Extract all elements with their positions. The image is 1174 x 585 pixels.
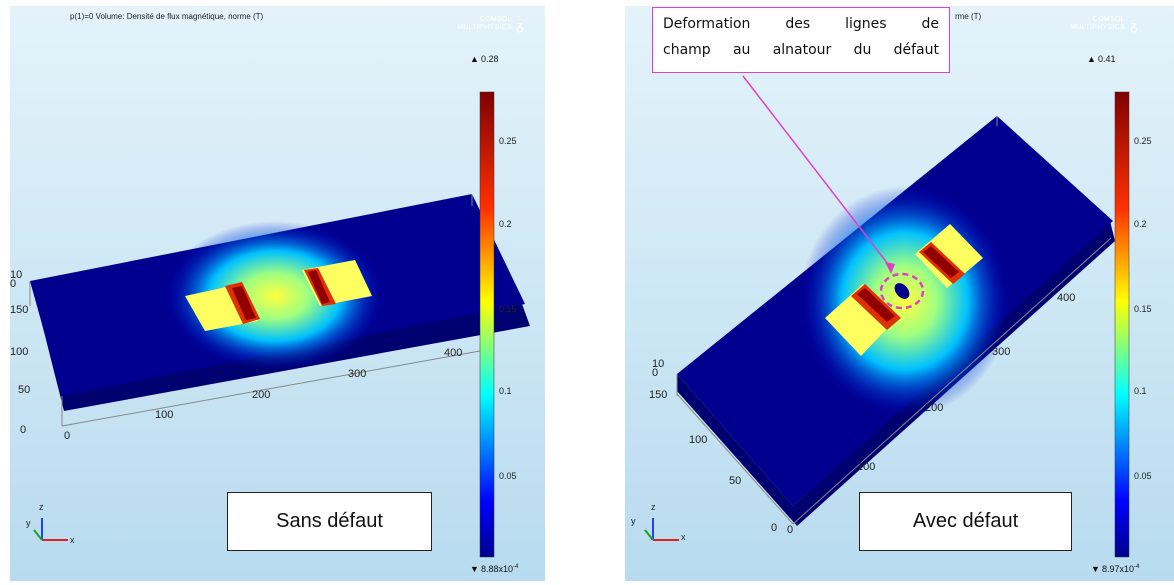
callout-arrow-head bbox=[885, 262, 895, 274]
axis-tick: 0 bbox=[787, 524, 794, 536]
comsol-icon: ᵹ bbox=[516, 18, 524, 33]
axis-tick: 10 bbox=[10, 269, 23, 281]
axis-tick: 300 bbox=[992, 346, 1011, 358]
magnet-left bbox=[825, 284, 901, 356]
brand-line1: COMSOL bbox=[1092, 16, 1125, 23]
axis-tick: 300 bbox=[348, 368, 367, 380]
axis-tick: 0 bbox=[771, 522, 778, 534]
defect-highlight-circle bbox=[879, 272, 925, 310]
magnet-right bbox=[915, 224, 983, 288]
colorbar-min-base: 8.97x10 bbox=[1102, 564, 1135, 574]
axis-x-label: x bbox=[681, 532, 686, 542]
label-avec-defaut: Avec défaut bbox=[859, 492, 1072, 551]
colorbar bbox=[479, 91, 495, 558]
colorbar-min: 8.97x10-4 bbox=[1102, 564, 1139, 574]
colorbar-tick: 0.1 bbox=[1134, 386, 1147, 396]
plot-title: p(1)=0 Volume: Densité de flux magnétiqu… bbox=[70, 12, 264, 21]
colorbar-tick: 0.2 bbox=[1134, 219, 1147, 229]
callout-line1: Deformation des lignes de bbox=[663, 16, 939, 32]
min-triangle-icon: ▼ bbox=[470, 564, 479, 574]
comsol-icon: ᵹ bbox=[1130, 18, 1138, 33]
axis-y-label: y bbox=[26, 518, 31, 528]
brand-line2: MULTIPHYSICS bbox=[1070, 24, 1125, 31]
label-sans-defaut: Sans défaut bbox=[227, 492, 432, 551]
callout-line2: champ au alnatour du défaut bbox=[663, 42, 939, 58]
magnet-right bbox=[302, 260, 372, 306]
axis-z-label: z bbox=[39, 502, 44, 512]
axis-tick: 200 bbox=[925, 402, 944, 414]
axis-x-label: x bbox=[70, 535, 75, 545]
colorbar-max: 0.28 bbox=[481, 54, 499, 64]
brand-logo: COMSOL MULTIPHYSICS bbox=[452, 16, 512, 32]
axis-z-label: z bbox=[651, 502, 656, 512]
colorbar-min: 8.88x10-4 bbox=[481, 564, 518, 574]
colorbar-tick: 0.15 bbox=[499, 304, 517, 314]
magnet-left bbox=[185, 282, 260, 331]
axis-tick: 50 bbox=[18, 384, 31, 396]
axis-tick: 150 bbox=[10, 304, 29, 316]
axis-tick: 100 bbox=[155, 409, 174, 421]
axis-tick: 400 bbox=[1057, 292, 1076, 304]
field-glow bbox=[800, 186, 1010, 416]
axis-tick: 0 bbox=[20, 424, 27, 436]
axis-y-label: y bbox=[631, 516, 636, 526]
axis-tick: 0 bbox=[652, 367, 659, 379]
wireframe-grid bbox=[676, 116, 1112, 525]
axis-tick: 150 bbox=[649, 389, 668, 401]
axis-triad bbox=[33, 518, 68, 541]
min-triangle-icon: ▼ bbox=[1091, 564, 1100, 574]
axis-tick: 100 bbox=[689, 434, 708, 446]
axis-tick: 200 bbox=[252, 389, 271, 401]
colorbar bbox=[1114, 91, 1130, 558]
colorbar-tick: 0.2 bbox=[499, 219, 512, 229]
max-triangle-icon: ▲ bbox=[470, 54, 479, 64]
colorbar-min-base: 8.88x10 bbox=[481, 564, 514, 574]
colorbar-tick: 0.15 bbox=[1134, 304, 1152, 314]
axis-tick: 100 bbox=[10, 346, 29, 358]
wireframe-grid bbox=[29, 194, 481, 427]
colorbar-tick: 0.25 bbox=[1134, 136, 1152, 146]
plot-title-fragment: rme (T) bbox=[955, 12, 982, 21]
right-plot-graphic bbox=[625, 6, 1174, 581]
axis-tick: 100 bbox=[857, 461, 876, 473]
colorbar-tick: 0.1 bbox=[499, 386, 512, 396]
brand-line2: MULTIPHYSICS bbox=[457, 24, 512, 31]
callout-arrow bbox=[742, 75, 892, 269]
axis-triad bbox=[644, 518, 679, 541]
axis-tick: 10 bbox=[652, 358, 665, 370]
colorbar-tick: 0.05 bbox=[499, 471, 517, 481]
axis-tick: 50 bbox=[729, 475, 742, 487]
axis-tick: 400 bbox=[444, 347, 463, 359]
axis-tick: 0 bbox=[64, 430, 71, 442]
field-glow bbox=[165, 221, 385, 371]
axis-tick: 0 bbox=[10, 278, 17, 290]
defect-callout: Deformation des lignes de champ au alnat… bbox=[652, 7, 950, 73]
colorbar-tick: 0.25 bbox=[499, 136, 517, 146]
brand-logo: COMSOL MULTIPHYSICS bbox=[1065, 16, 1125, 32]
max-triangle-icon: ▲ bbox=[1087, 54, 1096, 64]
colorbar-min-exp: -4 bbox=[513, 564, 519, 570]
colorbar-max: 0.41 bbox=[1098, 54, 1116, 64]
brand-line1: COMSOL bbox=[479, 16, 512, 23]
left-plot-graphic bbox=[10, 6, 545, 581]
colorbar-min-exp: -4 bbox=[1134, 564, 1140, 570]
defect bbox=[894, 283, 910, 299]
left-panel: p(1)=0 Volume: Densité de flux magnétiqu… bbox=[10, 6, 545, 581]
colorbar-tick: 0.05 bbox=[1134, 471, 1152, 481]
right-panel: rme (T) COMSOL MULTIPHYSICS ᵹ ▲ 0.41 0.2… bbox=[625, 6, 1174, 581]
